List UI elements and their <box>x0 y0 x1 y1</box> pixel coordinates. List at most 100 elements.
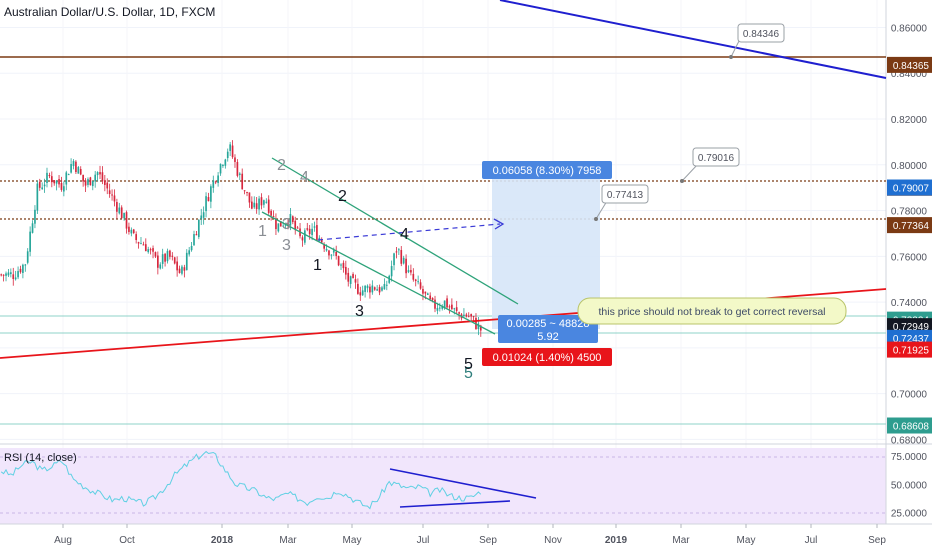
candle-body <box>103 180 106 185</box>
candle-body <box>402 257 405 264</box>
candle-body <box>463 314 465 317</box>
candle-body <box>173 257 176 264</box>
price-tag-label: 0.79007 <box>893 184 930 195</box>
candle-body <box>479 325 482 331</box>
price-tag-label: 0.72949 <box>893 322 930 333</box>
candle-body <box>113 195 116 202</box>
candle-body <box>431 297 434 301</box>
candle-body <box>195 234 198 236</box>
candle-body <box>332 250 335 253</box>
candle-body <box>376 289 379 291</box>
candle-body <box>214 181 217 183</box>
candle-body <box>0 274 3 276</box>
candle-body <box>337 256 340 266</box>
candle-body <box>5 273 7 276</box>
candle-body <box>135 234 138 240</box>
time-axis[interactable]: Aug Oct 2018 Mar May Jul Sep Nov 2019 Mar May Jul Se… <box>54 524 886 546</box>
wave-label: 5 <box>464 365 473 382</box>
candle-body <box>265 201 268 203</box>
candle-body <box>123 212 125 219</box>
price-tag-label: 0.68608 <box>893 422 930 433</box>
candle-body <box>477 323 480 330</box>
candle-body <box>17 271 19 278</box>
candle-body <box>75 161 77 173</box>
time-tick-label: 2019 <box>605 535 628 546</box>
channel-lower-line <box>261 211 496 335</box>
price-tag-label: 0.77364 <box>893 221 930 232</box>
candle-body <box>202 212 205 218</box>
price-tag <box>887 417 932 434</box>
candle-body <box>275 218 277 230</box>
candle-body <box>335 251 338 256</box>
candle-body <box>436 307 439 311</box>
candle-body <box>231 145 234 158</box>
measure-lower-label: 0.01024 (1.40%) 4500 <box>493 352 602 364</box>
price-tag <box>887 217 932 234</box>
callout-leader-079016 <box>681 163 699 182</box>
candle-body <box>91 180 94 187</box>
price-tick-label: 0.86000 <box>891 23 928 34</box>
callout-text-079016: 0.79016 <box>698 153 735 164</box>
callout-box-077413[interactable] <box>601 184 649 204</box>
candle-body <box>296 227 299 229</box>
candle-body <box>234 157 236 162</box>
candle-body <box>344 266 347 275</box>
candle-body <box>385 284 388 286</box>
candle-body <box>171 255 174 257</box>
candle-body <box>55 180 58 184</box>
candle-body <box>38 181 41 188</box>
candle-body <box>58 179 60 185</box>
candle-body <box>455 307 458 311</box>
candle-body <box>147 249 150 253</box>
candle-body <box>248 192 251 203</box>
candle-body <box>467 315 470 317</box>
note-text: this price should not break to get corre… <box>598 306 825 318</box>
candle-body <box>53 180 56 184</box>
price-tags: 0.843650.789960.790070.773640.732340.729… <box>887 56 932 434</box>
rsi-background <box>0 448 886 524</box>
candle-body <box>142 244 145 246</box>
note-box[interactable] <box>577 297 847 325</box>
wave-label: 3 <box>282 216 291 233</box>
candle-body <box>313 226 316 228</box>
candle-body <box>130 229 133 234</box>
candle-body <box>24 264 27 266</box>
candle-body <box>241 173 244 190</box>
candle-body <box>282 225 285 227</box>
candle-body <box>36 183 39 211</box>
candle-body <box>132 229 135 233</box>
candle-body <box>183 267 186 271</box>
time-tick-label: Nov <box>544 535 562 546</box>
price-tag <box>887 341 932 358</box>
candle-body <box>236 161 239 176</box>
candle-body <box>106 182 109 189</box>
price-tag-label: 0.71925 <box>893 346 930 357</box>
rsi-line <box>0 450 482 510</box>
candle-body <box>438 307 441 309</box>
price-axis[interactable]: 0.86000 0.84000 0.82000 0.80000 0.78000 0.760… <box>891 23 928 446</box>
rsi-axis[interactable]: 75.0000 50.0000 25.0000 <box>891 452 928 520</box>
candle-body <box>294 220 297 230</box>
candle-body <box>320 238 323 243</box>
candle-body <box>26 251 29 263</box>
time-tick-label: Sep <box>479 535 497 546</box>
candle-body <box>169 250 171 257</box>
candle-body <box>157 255 159 268</box>
candle-body <box>224 159 227 166</box>
callout-box-079016[interactable] <box>692 147 740 167</box>
candle-body <box>48 175 51 177</box>
wave-label: 3 <box>355 303 364 320</box>
callout-box-084346[interactable] <box>737 23 785 43</box>
candle-body <box>111 194 113 196</box>
candle-body <box>342 262 345 269</box>
candle-body <box>67 174 70 176</box>
candle-body <box>185 252 188 271</box>
candle-body <box>41 187 44 190</box>
candle-body <box>301 237 304 241</box>
candle-body <box>308 228 311 235</box>
price-tick-label: 0.68000 <box>891 435 928 446</box>
callout-point-084346 <box>729 55 733 59</box>
candle-body <box>89 177 92 186</box>
candle-body <box>152 248 154 252</box>
